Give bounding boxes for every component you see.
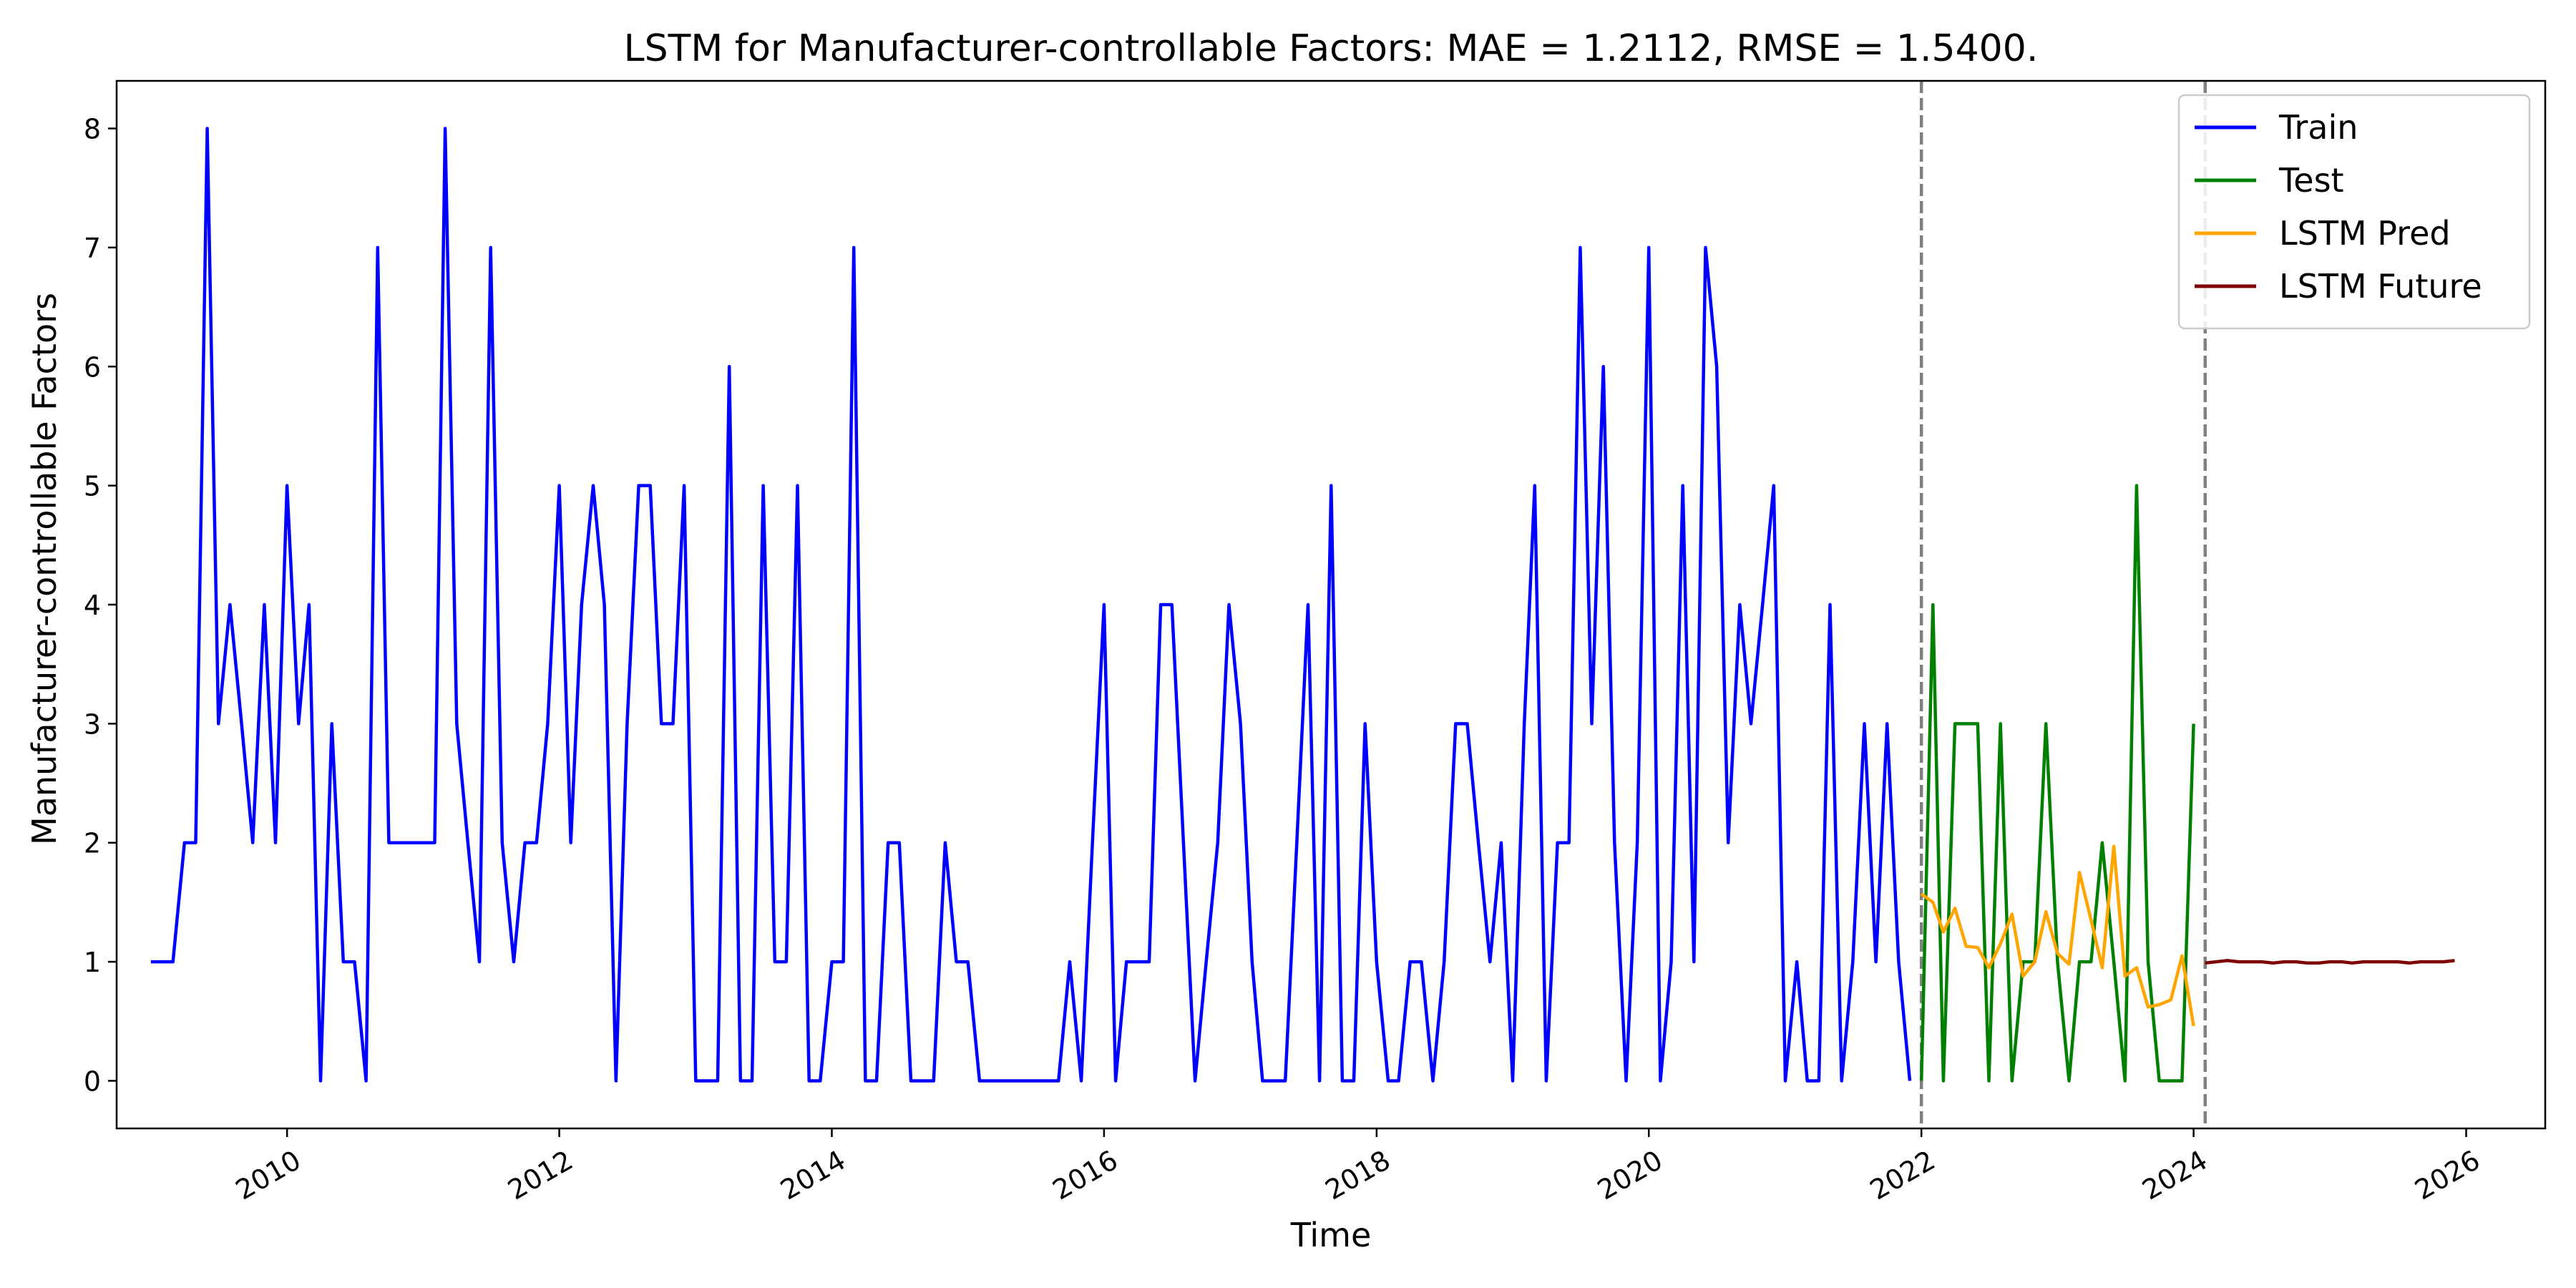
legend: Train Test LSTM Pred LSTM Future bbox=[2177, 94, 2531, 330]
y-tick-label: 6 bbox=[84, 351, 101, 383]
y-tick-label: 2 bbox=[84, 828, 101, 859]
y-axis: 0 1 2 3 4 5 6 7 8 bbox=[84, 114, 117, 1097]
series-line-train bbox=[150, 127, 1912, 1083]
y-tick-label: 7 bbox=[84, 233, 101, 264]
series-line-lstm-future bbox=[2205, 959, 2455, 965]
y-tick-label: 8 bbox=[84, 114, 101, 145]
y-tick-label: 3 bbox=[84, 708, 101, 740]
y-tick-label: 0 bbox=[84, 1065, 101, 1097]
x-axis-label: Time bbox=[1290, 1216, 1372, 1254]
chart-title: LSTM for Manufacturer-controllable Facto… bbox=[624, 27, 2039, 70]
legend-label: LSTM Future bbox=[2279, 267, 2482, 306]
y-axis-label: Manufacturer-controllable Factors bbox=[25, 293, 64, 845]
series-line-test bbox=[1919, 484, 2195, 1083]
y-tick-label: 4 bbox=[84, 590, 101, 621]
y-tick-label: 5 bbox=[84, 471, 101, 502]
legend-label: LSTM Pred bbox=[2279, 214, 2451, 253]
legend-box bbox=[2177, 94, 2531, 330]
legend-label: Test bbox=[2278, 161, 2344, 200]
legend-label: Train bbox=[2278, 108, 2358, 147]
y-tick-label: 1 bbox=[84, 947, 101, 978]
series-line-lstm-pred bbox=[1920, 844, 2195, 1027]
